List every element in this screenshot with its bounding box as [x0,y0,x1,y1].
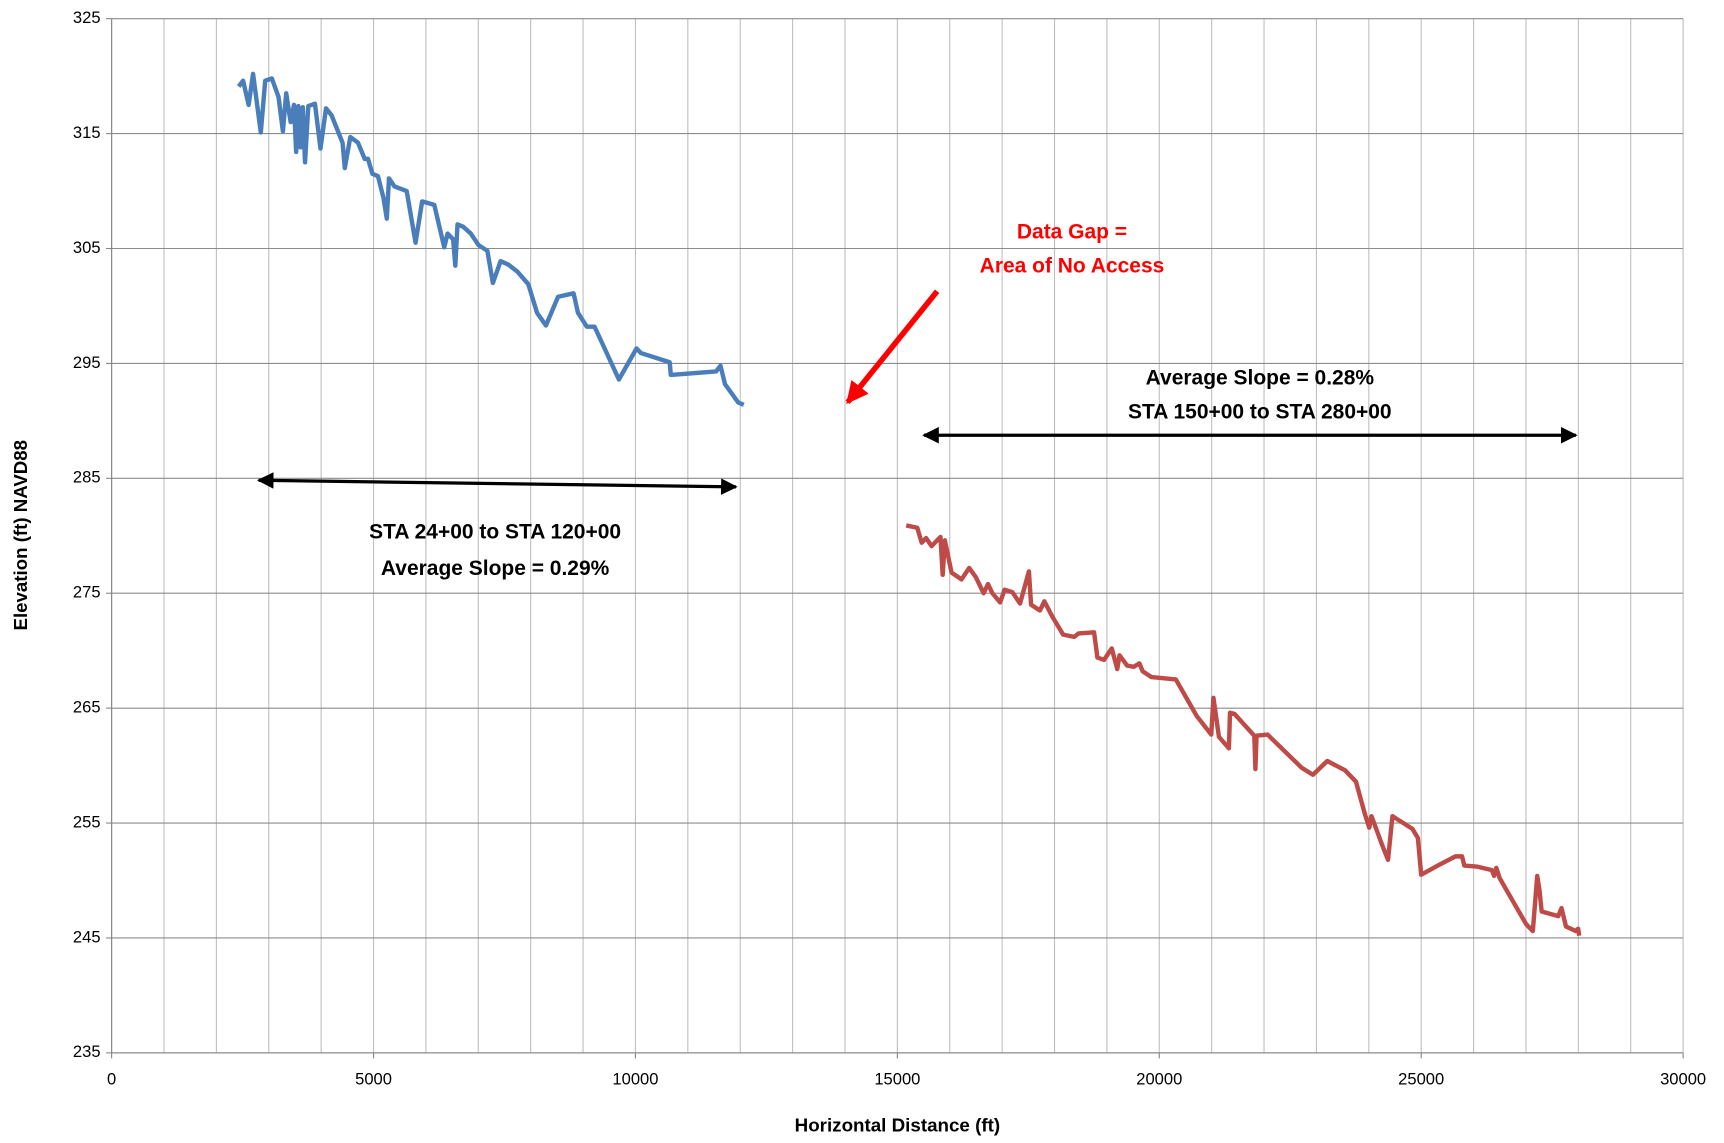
annotation: Average Slope = 0.29% [381,557,610,580]
annotation: Average Slope = 0.28% [1146,367,1375,390]
x-tick-label: 20000 [1136,1070,1182,1089]
y-tick-label: 265 [73,698,101,717]
plot [236,71,1582,937]
series-line [236,71,745,407]
x-tick-label: 15000 [874,1070,920,1089]
x-tick-label: 30000 [1660,1070,1706,1089]
y-tick-label: 295 [73,353,101,372]
y-tick-label: 325 [73,8,101,27]
x-tick-label: 5000 [355,1070,392,1089]
gap-arrow [845,289,940,404]
y-tick-label: 235 [73,1042,101,1061]
y-tick-label: 315 [73,123,101,142]
x-tick-label: 10000 [612,1070,658,1089]
annotation: Area of No Access [980,255,1165,278]
y-tick-label: 285 [73,468,101,487]
grid: 235 245 255 265 275 285 295 305 315 325 0 5000 10000… [73,8,1706,1089]
annotation: STA 150+00 to STA 280+00 [1128,401,1392,424]
y-tick-label: 305 [73,238,101,257]
x-tick-label: 25000 [1398,1070,1444,1089]
span-arrow [256,472,738,495]
x-tick-label: 0 [107,1070,116,1089]
y-tick-label: 275 [73,583,101,602]
annotation: STA 24+00 to STA 120+00 [369,521,621,544]
x-axis-label: Horizontal Distance (ft) [795,1115,1000,1136]
annotation: Data Gap = [1017,221,1127,244]
y-axis-label: Elevation (ft) NAVD88 [10,440,31,631]
y-tick-label: 255 [73,812,101,831]
series-line [905,523,1582,937]
y-tick-label: 245 [73,927,101,946]
